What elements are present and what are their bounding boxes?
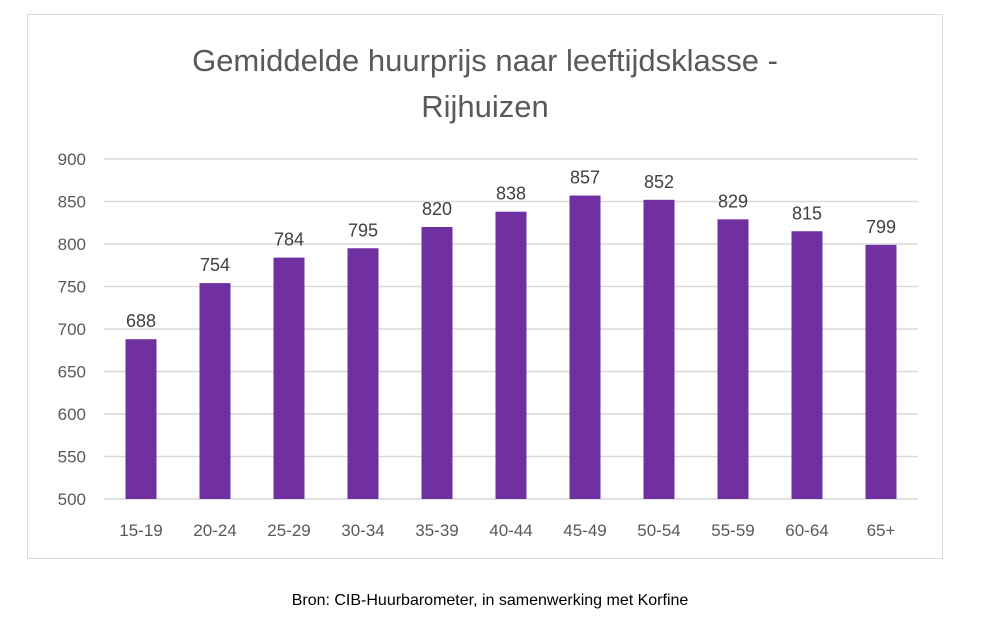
x-tick-label: 65+ — [867, 521, 896, 540]
bar — [865, 244, 897, 499]
data-label: 754 — [200, 255, 230, 275]
y-tick-label: 800 — [58, 235, 86, 254]
x-tick-label: 40-44 — [489, 521, 532, 540]
chart-title-line2: Rijhuizen — [421, 89, 549, 124]
data-label: 799 — [866, 217, 896, 237]
y-tick-label: 850 — [58, 193, 86, 212]
bar — [199, 283, 231, 499]
y-tick-label: 550 — [58, 448, 86, 467]
data-label: 820 — [422, 199, 452, 219]
bar — [421, 227, 453, 499]
y-tick-label: 650 — [58, 363, 86, 382]
x-tick-label: 20-24 — [193, 521, 236, 540]
data-label: 857 — [570, 168, 600, 188]
x-tick-label: 35-39 — [415, 521, 458, 540]
bar — [717, 219, 749, 499]
data-label: 815 — [792, 203, 822, 223]
x-tick-label: 25-29 — [267, 521, 310, 540]
data-label: 829 — [718, 191, 748, 211]
data-label: 852 — [644, 172, 674, 192]
x-tick-label: 15-19 — [119, 521, 162, 540]
chart-frame — [27, 14, 943, 559]
y-tick-label: 600 — [58, 405, 86, 424]
bar — [495, 211, 527, 499]
data-label: 838 — [496, 184, 526, 204]
y-tick-label: 700 — [58, 320, 86, 339]
x-tick-label: 30-34 — [341, 521, 384, 540]
y-tick-label: 900 — [58, 150, 86, 169]
bar — [569, 195, 601, 500]
bar — [643, 199, 675, 500]
x-tick-label: 45-49 — [563, 521, 606, 540]
data-label: 688 — [126, 311, 156, 331]
y-tick-label: 500 — [58, 490, 86, 509]
chart-title-line1: Gemiddelde huurprijs naar leeftijdsklass… — [192, 43, 778, 78]
x-tick-label: 50-54 — [637, 521, 680, 540]
y-tick-label: 750 — [58, 278, 86, 297]
bar — [273, 257, 305, 499]
data-label: 784 — [274, 230, 304, 250]
bar — [347, 248, 379, 499]
source-caption: Bron: CIB-Huurbarometer, in samenwerking… — [291, 592, 689, 609]
x-tick-label: 60-64 — [785, 521, 828, 540]
bar — [791, 231, 823, 499]
x-tick-label: 55-59 — [711, 521, 754, 540]
bar — [125, 339, 157, 499]
chart-title: Gemiddelde huurprijs naar leeftijdsklass… — [27, 38, 943, 130]
data-label: 795 — [348, 220, 378, 240]
